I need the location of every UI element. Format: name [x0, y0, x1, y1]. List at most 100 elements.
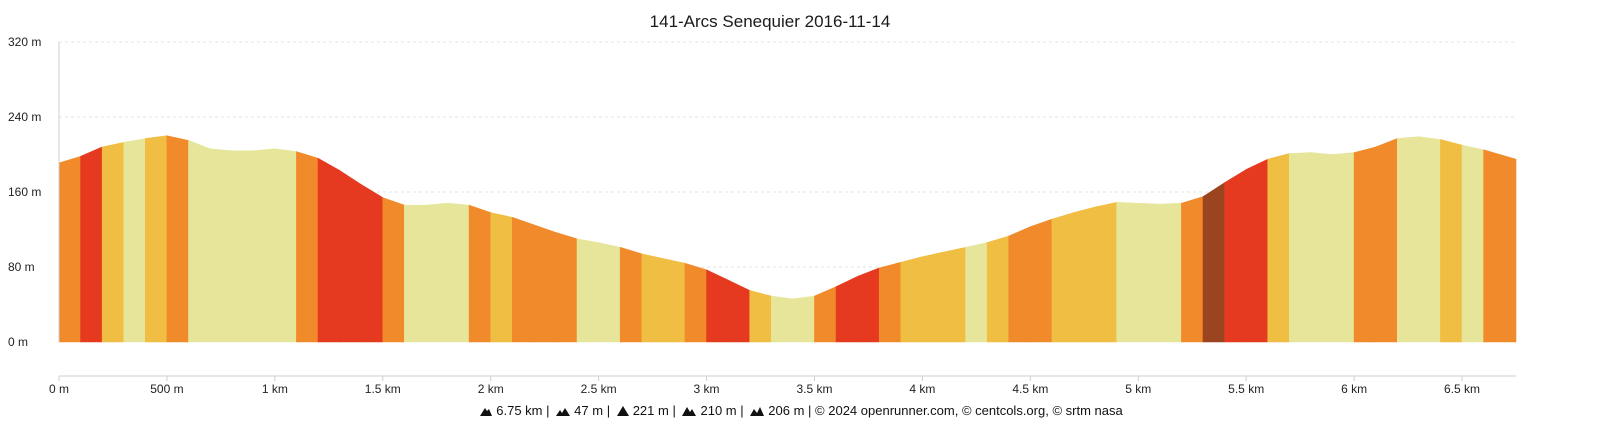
x-axis: 0 m 500 m 1 km 1.5 km 2 km 2.5 km 3 km 3.5 km 4 …	[49, 375, 1516, 396]
elevation-segment	[1353, 146, 1376, 343]
elevation-segment	[231, 150, 254, 343]
elevation-segment	[792, 295, 815, 343]
elevation-segment	[663, 258, 686, 343]
elevation-segment	[1396, 136, 1420, 343]
elevation-segment	[468, 204, 492, 343]
separator: |	[740, 403, 744, 418]
elevation-segment	[900, 256, 923, 343]
elevation-segment	[317, 157, 340, 343]
elevation-segment	[382, 197, 405, 343]
separator: |	[546, 403, 550, 418]
elevation-segment	[1181, 196, 1204, 343]
elevation-segment	[296, 151, 319, 343]
elevation-segment	[145, 135, 168, 343]
x-tick-label: 4 km	[909, 382, 935, 396]
elevation-segment	[1202, 182, 1225, 343]
elevation-segment	[1461, 144, 1484, 343]
elevation-segment	[58, 155, 81, 343]
x-tick-label: 6.5 km	[1444, 382, 1480, 396]
distance-value: 6.75 km	[496, 403, 543, 418]
elevation-segment	[1030, 218, 1053, 343]
min-altitude-icon	[555, 405, 571, 420]
elevation-segment	[1289, 152, 1312, 343]
max-altitude-icon	[616, 405, 630, 420]
elevation-segment	[339, 169, 362, 343]
distance-icon	[479, 405, 493, 420]
x-tick-label: 2.5 km	[581, 382, 617, 396]
elevation-loss-icon	[749, 405, 765, 420]
elevation-segment	[965, 242, 988, 343]
elevation-segment	[749, 290, 772, 343]
elevation-segment	[447, 202, 470, 343]
elevation-segment	[1483, 149, 1517, 343]
y-tick-label: 0 m	[8, 335, 28, 349]
elevation-segment	[1224, 168, 1247, 343]
elevation-segment	[1267, 153, 1290, 343]
x-tick-label: 5 km	[1125, 382, 1151, 396]
y-tick-label: 320 m	[8, 35, 41, 49]
x-tick-label: 2 km	[478, 382, 504, 396]
elevation-loss-value: 206 m	[768, 403, 805, 418]
elevation-segment	[490, 212, 513, 343]
x-tick-label: 3 km	[694, 382, 720, 396]
elevation-segment	[404, 204, 427, 343]
elevation-segment	[814, 286, 837, 343]
elevation-segment	[360, 183, 384, 343]
elevation-segment	[188, 139, 211, 343]
elevation-segment	[684, 262, 707, 343]
x-tick-label: 6 km	[1341, 382, 1367, 396]
elevation-segment	[1332, 152, 1355, 343]
elevation-gain-value: 210 m	[700, 403, 737, 418]
elevation-segment	[727, 279, 751, 343]
x-tick-label: 0 m	[49, 382, 69, 396]
elevation-segment	[252, 148, 276, 343]
separator: |	[606, 403, 611, 418]
elevation-segment	[857, 267, 880, 343]
x-tick-label: 3.5 km	[796, 382, 832, 396]
min-altitude-value: 47 m	[574, 403, 604, 418]
elevation-segment	[922, 251, 945, 343]
elevation-segment	[425, 202, 448, 343]
y-tick-label: 160 m	[8, 185, 41, 199]
elevation-segment	[123, 138, 146, 343]
x-tick-label: 500 m	[150, 382, 183, 396]
elevation-segment	[166, 135, 189, 343]
elevation-segment	[598, 242, 621, 343]
elevation-segment	[1137, 202, 1161, 343]
elevation-segments	[58, 135, 1517, 343]
y-axis: 0 m 80 m 160 m 240 m 320 m	[8, 35, 60, 349]
elevation-segment	[101, 141, 125, 343]
elevation-segment	[1310, 152, 1333, 343]
elevation-segment	[878, 261, 902, 343]
elevation-segment	[274, 148, 297, 343]
elevation-segment	[1116, 201, 1139, 343]
x-tick-label: 4.5 km	[1012, 382, 1048, 396]
max-altitude-value: 221 m	[632, 403, 669, 418]
elevation-segment	[1375, 138, 1398, 343]
elevation-segment	[771, 295, 794, 343]
separator: |	[808, 403, 812, 418]
elevation-segment	[533, 224, 556, 343]
elevation-gain-icon	[681, 405, 697, 420]
elevation-segment	[1159, 202, 1182, 343]
elevation-segment	[555, 231, 578, 343]
elevation-segment	[706, 269, 729, 343]
credits-text: © 2024 openrunner.com, © centcols.org, ©…	[815, 403, 1123, 418]
elevation-segment	[986, 235, 1010, 343]
y-tick-label: 240 m	[8, 110, 41, 124]
elevation-segment	[209, 148, 232, 343]
elevation-segment	[1094, 201, 1117, 343]
x-tick-label: 1 km	[262, 382, 288, 396]
elevation-segment	[835, 275, 858, 343]
elevation-segment	[1051, 212, 1074, 343]
x-tick-label: 1.5 km	[365, 382, 401, 396]
separator: |	[672, 403, 676, 418]
elevation-segment	[80, 146, 103, 343]
route-summary-footer: 6.75 km | 47 m | 221 m | 210 m | 206 m |…	[0, 403, 1600, 420]
elevation-segment	[1008, 226, 1031, 343]
elevation-segment	[943, 246, 966, 343]
elevation-segment	[576, 238, 599, 343]
elevation-segment	[619, 246, 643, 343]
elevation-segment	[1418, 136, 1441, 343]
